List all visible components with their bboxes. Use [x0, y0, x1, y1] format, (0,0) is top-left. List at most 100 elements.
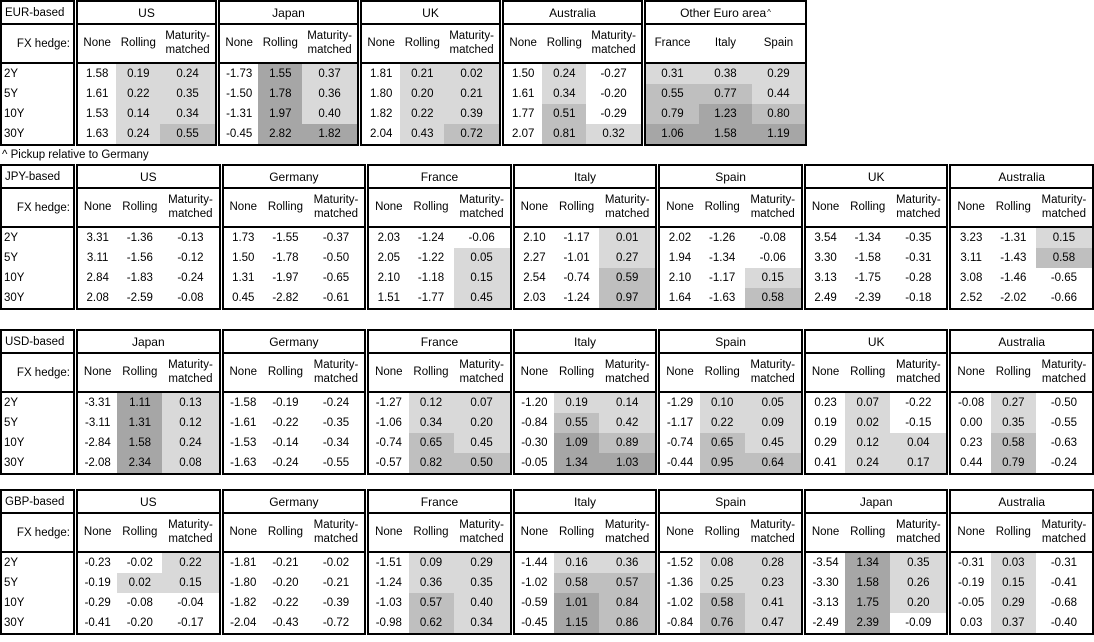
country-name: Italy — [574, 169, 597, 184]
value-cell: -1.36 — [666, 577, 694, 589]
value-cell: 1.53 — [85, 108, 109, 120]
value-cell: 0.55 — [646, 84, 699, 104]
column-header: None — [520, 200, 549, 213]
value-cell: 0.12 — [408, 393, 454, 413]
column-header: Rolling — [122, 200, 158, 213]
table-row: -1.63 -0.24 -0.55 — [224, 453, 365, 473]
value-cell: 0.35 — [160, 84, 215, 104]
value-cell: 2.08 — [86, 292, 109, 304]
value-cell: 0.65 — [408, 433, 454, 453]
value-cell: 0.41 — [744, 593, 801, 613]
table-row: -0.44 0.95 0.64 — [660, 453, 801, 473]
base-label: JPY-based — [2, 166, 73, 189]
value-cell: 3.13 — [814, 272, 837, 284]
value-cell: 0.08 — [162, 453, 219, 473]
table-row: 0.29 0.12 0.04 — [806, 433, 947, 453]
column-headers: None Rolling Maturity-matched — [514, 354, 656, 393]
value-cell: -0.09 — [905, 617, 932, 629]
value-cell: -0.27 — [600, 68, 627, 80]
value-cell: 0.02 — [444, 64, 499, 84]
value-cell: 1.50 — [511, 68, 535, 80]
value-cell: -1.53 — [230, 437, 257, 449]
country-name: France — [420, 334, 459, 349]
value-cell: 1.61 — [511, 88, 535, 100]
footnote-text: ^ Pickup relative to Germany — [2, 149, 149, 161]
value-cell: -0.22 — [272, 417, 299, 429]
gbp-based-table: GBP-based FX hedge: 2Y 5Y 10Y 30Y US None Rollin… — [0, 489, 1094, 635]
value-cell: 0.45 — [232, 292, 255, 304]
column-header: Maturity-matched — [313, 519, 359, 545]
value-cell: 0.44 — [751, 84, 805, 104]
value-cell: -0.13 — [177, 232, 204, 244]
value-cell: -0.41 — [84, 617, 111, 629]
value-cell: 0.22 — [116, 84, 161, 104]
value-cell: 0.02 — [117, 573, 163, 593]
value-cell: 0.05 — [453, 248, 510, 268]
table-row: -0.57 0.82 0.50 — [369, 453, 510, 473]
country-header: Spain — [660, 331, 801, 354]
country-header: France — [369, 491, 510, 514]
value-cell: -1.58 — [854, 252, 881, 264]
country-name: UK — [422, 5, 439, 20]
country-name: UK — [867, 334, 885, 349]
country-header: Australia — [504, 2, 641, 25]
value-cell: -0.22 — [272, 597, 299, 609]
value-cell: -1.63 — [709, 292, 736, 304]
table-row: 3.23 -1.31 0.15 — [951, 228, 1093, 248]
value-cell: -1.31 — [226, 108, 253, 120]
table-row: -0.84 0.55 0.42 — [515, 413, 656, 433]
column-header: None — [83, 200, 112, 213]
value-cell: 0.26 — [890, 573, 947, 593]
column-header: Rolling — [850, 525, 886, 538]
value-cell: 2.04 — [369, 128, 393, 140]
column-header: Rolling — [120, 36, 156, 49]
tenor-label: 5Y — [4, 577, 19, 589]
value-cell: 0.15 — [1035, 228, 1093, 248]
value-cell: -1.44 — [521, 557, 548, 569]
country-group: US None Rolling Maturity-matched -0.23 -0.02 0… — [76, 489, 221, 635]
table-row: 0.55 0.77 0.44 — [646, 84, 805, 104]
value-cell: -1.61 — [230, 417, 257, 429]
value-cell: 0.39 — [444, 104, 499, 124]
value-cell: 1.78 — [258, 84, 303, 104]
column-header: Maturity-matched — [313, 194, 359, 220]
table-row: -1.02 0.58 0.57 — [515, 573, 656, 593]
column-headers: None Rolling Maturity-matched — [951, 354, 1093, 393]
value-cell: 0.65 — [699, 433, 745, 453]
label-column: GBP-based FX hedge: 2Y 5Y 10Y 30Y — [0, 489, 75, 635]
table-row: -1.50 1.78 0.36 — [220, 84, 357, 104]
column-header: Maturity-matched — [1041, 194, 1087, 220]
value-cell: -1.36 — [126, 232, 153, 244]
country-group: US None Rolling Maturity-matched 3.31 -1.36 -0… — [76, 164, 221, 310]
table-row: 0.45 -2.82 -0.61 — [224, 288, 365, 308]
value-cell: -1.58 — [230, 397, 257, 409]
column-header: Maturity-matched — [750, 194, 796, 220]
value-cell: 2.27 — [523, 252, 546, 264]
table-row: 2.52 -2.02 -0.66 — [951, 288, 1092, 308]
value-cell: -1.55 — [272, 232, 299, 244]
value-cell: 0.19 — [116, 64, 161, 84]
value-cell: 1.58 — [117, 433, 163, 453]
usd-based-table: USD-based FX hedge: 2Y 5Y 10Y 30Y Japan None Rol… — [0, 329, 1094, 475]
value-cell: -1.06 — [375, 417, 402, 429]
value-cell: 0.29 — [990, 593, 1036, 613]
value-cell: 0.89 — [599, 433, 656, 453]
column-headers: France Italy Spain — [646, 25, 805, 64]
value-cell: 0.58 — [554, 573, 600, 593]
column-headers: None Rolling Maturity-matched — [362, 25, 499, 64]
value-cell: -1.82 — [230, 597, 257, 609]
country-name: Germany — [269, 169, 319, 184]
tenor-label: 2Y — [4, 68, 19, 80]
value-cell: 0.34 — [408, 413, 454, 433]
table-row: 3.11 -1.56 -0.12 — [78, 248, 219, 268]
value-cell: 0.02 — [845, 413, 891, 433]
column-headers: None Rolling Maturity-matched — [660, 514, 801, 553]
value-cell: 3.54 — [814, 232, 837, 244]
column-header: Rolling — [122, 525, 158, 538]
column-headers: None Rolling Maturity-matched — [223, 189, 365, 228]
value-cell: -0.05 — [958, 597, 985, 609]
table-row: 1.51 -1.77 0.45 — [369, 288, 510, 308]
value-cell: -2.02 — [1000, 292, 1027, 304]
table-row: -1.31 1.97 0.40 — [220, 104, 357, 124]
table-row: 2.07 0.81 0.32 — [504, 124, 641, 144]
